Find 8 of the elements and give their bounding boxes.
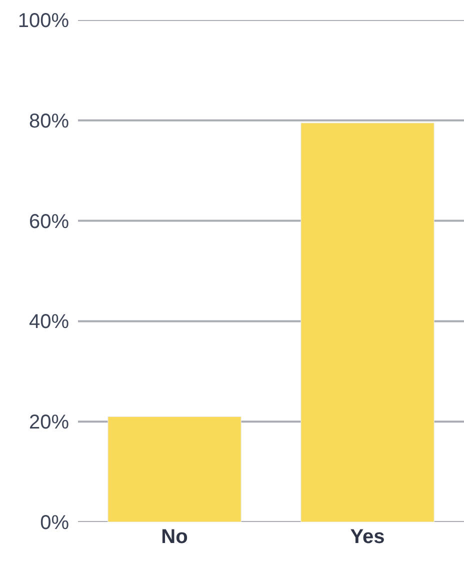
y-tick-label: 0% <box>40 512 70 534</box>
y-tick-label: 80% <box>28 110 70 132</box>
y-tick-label: 40% <box>28 311 70 334</box>
y-tick-label: 60% <box>28 210 70 233</box>
x-tick-label: Yes <box>350 526 385 548</box>
x-tick-label: No <box>161 526 188 548</box>
y-tick-label: 20% <box>28 412 70 434</box>
y-tick-label: 100% <box>18 10 70 32</box>
